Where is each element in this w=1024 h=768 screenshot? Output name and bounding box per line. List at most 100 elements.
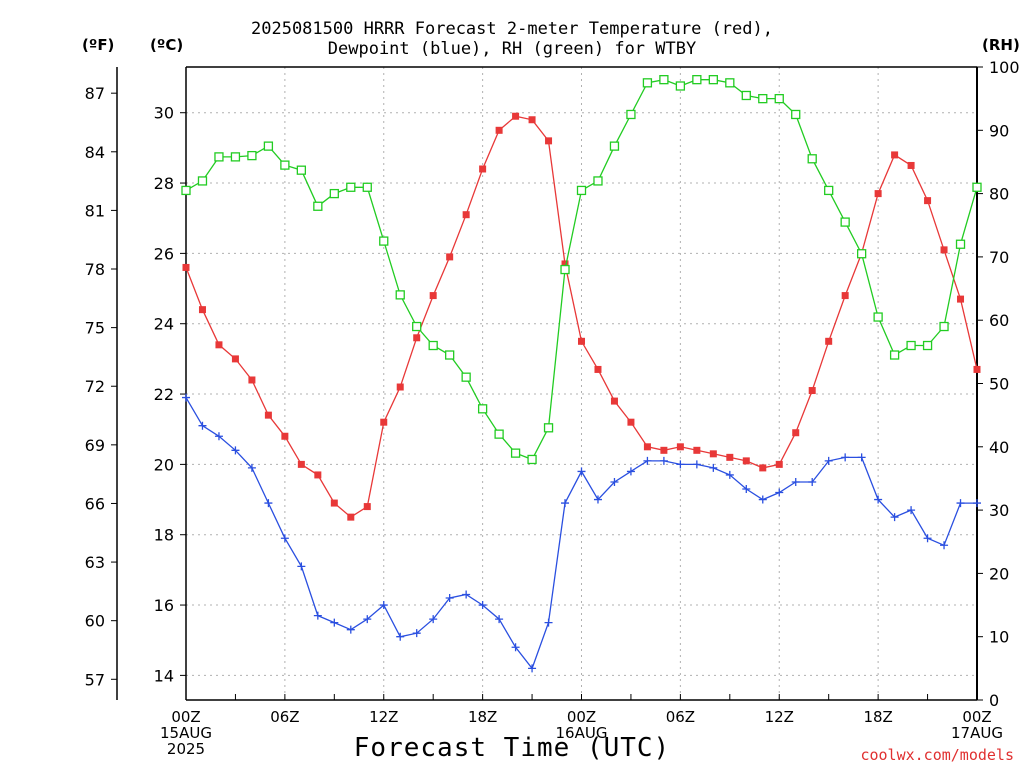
temperature-point <box>231 355 239 363</box>
dewpoint-point <box>363 615 372 624</box>
axes <box>111 66 983 701</box>
rh-point <box>329 188 339 199</box>
rh-point <box>395 290 405 300</box>
rh-point <box>560 264 570 275</box>
temperature-point <box>924 197 932 205</box>
dewpoint-point <box>280 534 289 543</box>
celsius-tick-label: 18 <box>154 526 174 545</box>
temperature-point <box>512 112 520 120</box>
dewpoint-point <box>857 453 866 462</box>
dewpoint-point <box>247 463 256 472</box>
rh-point <box>247 150 257 161</box>
temperature-point <box>610 397 618 405</box>
dewpoint-point <box>610 477 619 486</box>
rh-point <box>445 350 455 360</box>
rh-tick-label: 20 <box>989 564 1009 583</box>
dewpoint-point <box>528 664 537 673</box>
dewpoint-point <box>907 506 916 515</box>
dewpoint-point <box>593 495 602 504</box>
dewpoint-line <box>185 397 977 670</box>
rh-point <box>675 81 686 91</box>
rh-tick-label: 70 <box>989 248 1009 267</box>
rh-point <box>626 109 636 120</box>
dewpoint-point <box>379 601 388 610</box>
dewpoint-point <box>709 463 718 472</box>
fahrenheit-tick-label: 84 <box>85 143 105 162</box>
celsius-tick-label: 14 <box>154 666 174 685</box>
rh-point <box>477 404 488 414</box>
rh-point <box>922 340 933 351</box>
temperature-point <box>380 418 388 426</box>
x-tick-label: 17AUG <box>951 724 1003 742</box>
chart-title-line-1: 2025081500 HRRR Forecast 2-meter Tempera… <box>251 19 773 39</box>
series <box>181 75 982 673</box>
temperature-point <box>957 295 965 303</box>
rh-tick-label: 100 <box>989 58 1020 77</box>
rh-point <box>955 239 966 249</box>
rh-point <box>774 94 784 104</box>
dewpoint-point <box>775 488 784 497</box>
dewpoint-point <box>346 625 355 634</box>
x-axis-title: Forecast Time (UTC) <box>353 733 671 763</box>
dewpoint-point <box>445 594 454 603</box>
fahrenheit-tick-label: 72 <box>85 377 105 396</box>
rh-point <box>543 423 554 433</box>
dewpoint-point <box>808 477 817 486</box>
dewpoint-point <box>973 499 981 508</box>
rh-tick-label: 40 <box>989 438 1009 457</box>
temperature-series <box>182 112 981 521</box>
fahrenheit-tick-label: 66 <box>85 494 105 513</box>
rh-point <box>873 312 883 322</box>
rh-point <box>692 75 702 85</box>
x-tick-label: 15AUG <box>160 724 212 742</box>
celsius-tick-label: 20 <box>154 455 174 474</box>
dewpoint-point <box>626 467 635 476</box>
rh-point <box>972 182 982 192</box>
watermark: coolwx.com/models <box>860 746 1014 764</box>
rh-point <box>939 321 949 332</box>
rh-tick-label: 30 <box>989 501 1009 520</box>
rh-point <box>379 236 389 246</box>
rh-point <box>708 75 718 85</box>
temperature-point <box>627 418 635 426</box>
rh-point <box>230 152 241 162</box>
temperature-point <box>907 161 915 169</box>
rh-tick-label: 80 <box>989 185 1009 204</box>
dewpoint-point <box>429 615 438 624</box>
dewpoint-series <box>182 393 981 673</box>
temperature-point <box>660 446 668 454</box>
dewpoint-point <box>643 456 652 465</box>
dewpoint-point <box>396 632 405 641</box>
x-tick-label: 2025 <box>167 740 205 758</box>
dewpoint-point <box>758 495 767 504</box>
celsius-tick-label: 16 <box>154 596 174 615</box>
fahrenheit-unit-label: (ºF) <box>82 36 115 54</box>
rh-point <box>725 78 735 88</box>
temperature-point <box>825 337 833 345</box>
x-tick-label: 00Z <box>567 708 596 726</box>
temperature-point <box>248 376 256 384</box>
rh-point <box>461 372 471 382</box>
rh-point <box>659 75 669 85</box>
x-tick-label: 00Z <box>962 708 991 726</box>
rh-point <box>609 141 620 151</box>
temperature-point <box>281 432 289 440</box>
temperature-point <box>545 137 553 145</box>
dewpoint-point <box>412 629 421 638</box>
dewpoint-point <box>676 460 685 469</box>
fahrenheit-tick-label: 69 <box>85 436 105 455</box>
dewpoint-point <box>577 467 586 476</box>
temperature-point <box>594 365 602 373</box>
temperature-point <box>495 126 503 134</box>
temperature-point <box>874 190 882 198</box>
rh-point <box>494 429 504 439</box>
x-tick-label: 12Z <box>765 708 794 726</box>
temperature-point <box>792 429 800 437</box>
rh-point <box>840 217 850 227</box>
fahrenheit-tick-label: 57 <box>85 670 105 689</box>
temperature-point <box>742 457 750 465</box>
dewpoint-point <box>478 601 487 610</box>
dewpoint-point <box>841 453 850 462</box>
fahrenheit-tick-label: 87 <box>85 84 105 103</box>
